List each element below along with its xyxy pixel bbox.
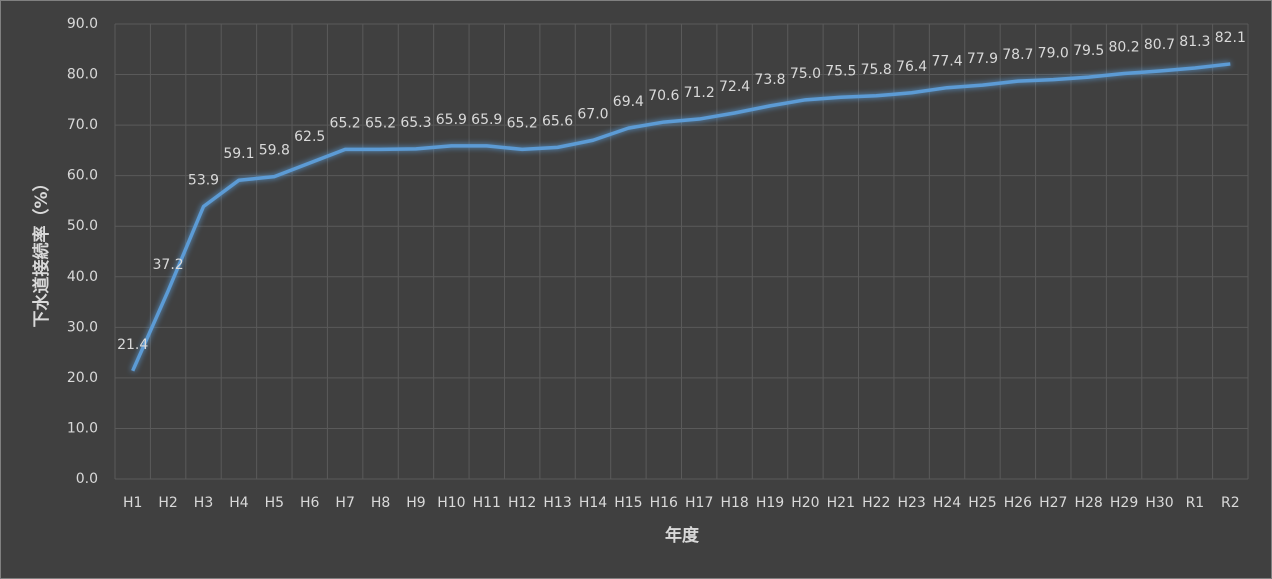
data-label: 65.2 [330,115,361,131]
x-tick-label: H9 [406,495,425,511]
x-tick-label: H18 [720,495,748,511]
y-tick-label: 0.0 [76,471,98,487]
data-label: 75.8 [861,62,892,78]
data-label: 59.1 [223,146,254,162]
data-line [131,62,1231,372]
data-label: 73.8 [754,72,785,88]
x-tick-label: R1 [1186,495,1205,511]
x-tick-label: H2 [158,495,177,511]
x-tick-label: H29 [1110,495,1138,511]
y-tick-label: 50.0 [67,218,98,234]
y-tick-label: 40.0 [67,269,98,285]
data-label: 70.6 [648,88,679,104]
data-label: 72.4 [719,79,750,95]
data-label: 37.2 [153,257,184,273]
data-label: 62.5 [294,129,325,145]
x-tick-label: H4 [229,495,249,511]
x-tick-label: H13 [543,495,571,511]
x-tick-label: H11 [473,495,501,511]
x-tick-label: H12 [508,495,536,511]
x-tick-label: H1 [123,495,142,511]
data-label: 65.3 [400,115,431,131]
data-label: 80.2 [1108,40,1139,56]
data-label: 71.2 [684,85,715,101]
data-label: 79.5 [1073,43,1104,59]
x-tick-label: R2 [1221,495,1240,511]
x-tick-label: H24 [933,495,961,511]
x-tick-label: H27 [1039,495,1067,511]
x-tick-label: H14 [579,495,607,511]
x-tick-label: H30 [1145,495,1173,511]
data-label: 65.9 [436,112,467,128]
x-tick-label: H8 [371,495,390,511]
data-label: 75.0 [790,66,821,82]
y-tick-label: 30.0 [67,319,98,335]
x-tick-label: H22 [862,495,890,511]
x-tick-label: H25 [968,495,996,511]
data-label: 76.4 [896,59,927,75]
x-tick-label: H21 [827,495,855,511]
x-tick-label: H26 [1004,495,1032,511]
x-tick-label: H20 [791,495,819,511]
x-tick-label: H15 [614,495,642,511]
y-tick-label: 70.0 [67,117,98,133]
x-axis-title: 年度 [665,525,700,546]
x-tick-label: H16 [650,495,678,511]
y-tick-label: 10.0 [67,420,98,436]
x-tick-label: H28 [1075,495,1103,511]
data-label: 67.0 [577,106,608,122]
data-label: 77.4 [931,54,962,70]
data-label: 53.9 [188,173,219,189]
data-label: 69.4 [613,94,644,110]
x-tick-label: H10 [437,495,465,511]
x-tick-label: H17 [685,495,713,511]
data-label: 78.7 [1002,47,1033,63]
data-label: 79.0 [1038,46,1069,62]
x-tick-label: H5 [265,495,284,511]
data-label: 65.9 [471,112,502,128]
y-axis-title: 下水道接続率（%） [31,174,52,327]
x-tick-label: H23 [897,495,925,511]
x-tick-label: H6 [300,495,320,511]
y-tick-label: 60.0 [67,168,98,184]
data-label: 75.5 [825,63,856,79]
data-label: 77.9 [967,51,998,67]
y-tick-label: 90.0 [67,16,98,32]
data-label: 65.2 [507,115,538,131]
y-tick-label: 20.0 [67,370,98,386]
y-tick-label: 80.0 [67,67,98,83]
data-label: 82.1 [1215,30,1246,46]
data-label: 59.8 [259,143,290,159]
x-tick-label: H19 [756,495,784,511]
data-label: 81.3 [1179,34,1210,50]
x-tick-label: H3 [194,495,213,511]
x-tick-label: H7 [335,495,354,511]
data-label: 21.4 [117,337,148,353]
data-label: 65.2 [365,115,396,131]
data-label: 65.6 [542,113,573,129]
data-label: 80.7 [1144,37,1175,53]
